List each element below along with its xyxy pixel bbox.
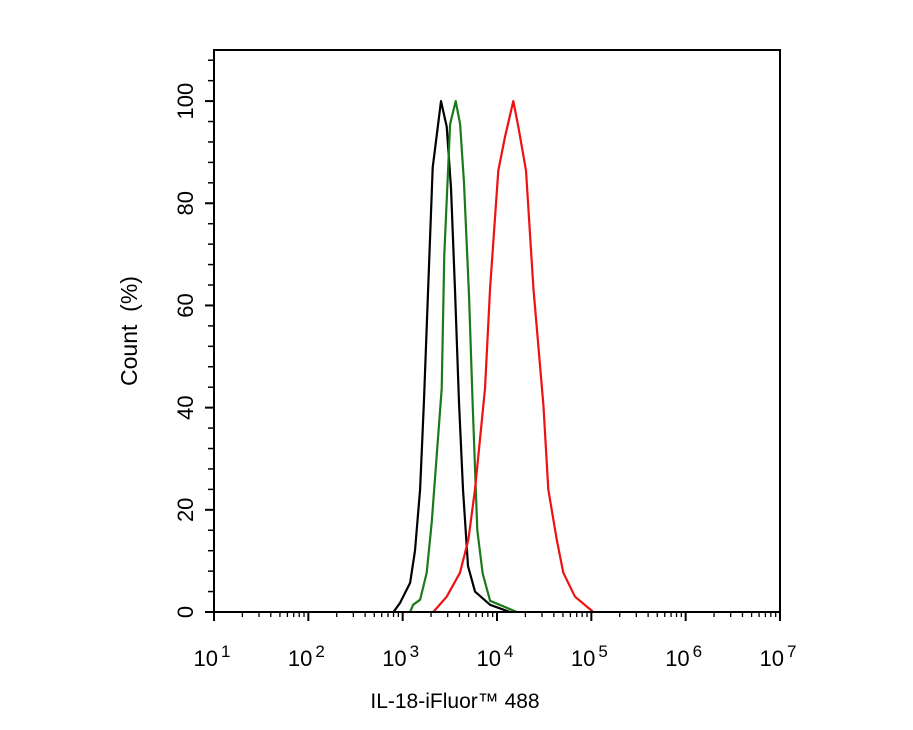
x-axis-title: IL-18-iFluor™ 488	[370, 690, 539, 713]
x-tick-exponent: 2	[315, 642, 324, 661]
x-tick-base: 10	[760, 646, 784, 671]
y-axis-title: Count (%)	[116, 276, 142, 386]
x-tick-exponent: 7	[787, 642, 796, 661]
y-tick-label: 100	[173, 83, 198, 120]
x-tick-label: 10 5	[571, 642, 608, 671]
x-tick-exponent: 1	[221, 642, 230, 661]
histogram-series-0	[392, 99, 511, 614]
x-tick-base: 10	[382, 646, 406, 671]
x-tick-label: 10 1	[194, 642, 231, 671]
y-tick-label: 20	[173, 498, 198, 522]
y-tick-label: 60	[173, 293, 198, 317]
x-tick-exponent: 5	[598, 642, 607, 661]
x-tick-label: 10 4	[477, 642, 514, 671]
x-tick-base: 10	[571, 646, 595, 671]
y-tick-label: 80	[173, 191, 198, 215]
x-tick-base: 10	[194, 646, 218, 671]
y-tick-label: 40	[173, 395, 198, 419]
histogram-series-1	[409, 99, 518, 614]
x-tick-label: 10 3	[382, 642, 419, 671]
x-tick-base: 10	[288, 646, 312, 671]
x-tick-label: 10 6	[665, 642, 702, 671]
plot-frame	[213, 49, 781, 613]
x-tick-exponent: 4	[504, 642, 513, 661]
histogram-series-2	[432, 99, 595, 613]
x-tick-exponent: 6	[693, 642, 702, 661]
x-tick-base: 10	[477, 646, 501, 671]
y-tick-label: 0	[173, 606, 198, 618]
x-tick-exponent: 3	[410, 642, 419, 661]
x-tick-label: 10 7	[760, 642, 797, 671]
x-tick-base: 10	[665, 646, 689, 671]
x-tick-label: 10 2	[288, 642, 325, 671]
